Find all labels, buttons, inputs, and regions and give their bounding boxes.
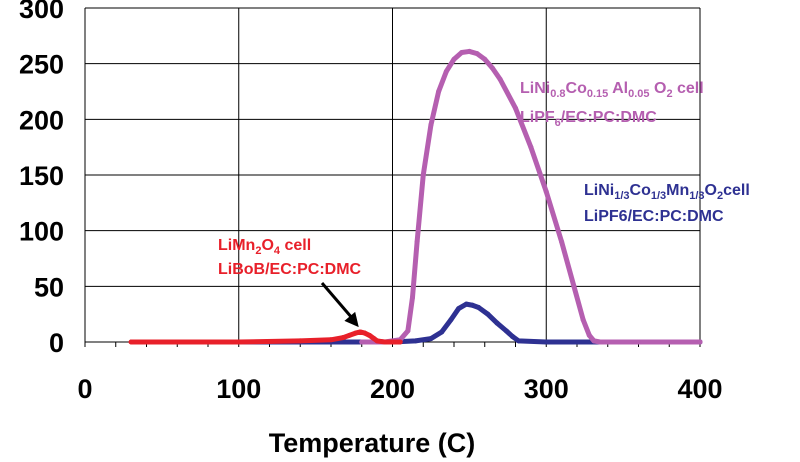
annotation-nca: LiNi0.8Co0.15 Al0.05 O2 cell LiPF6/EC:PC… bbox=[520, 80, 704, 129]
annotation-nmc-line2: LiPF6/EC:PC:DMC bbox=[584, 208, 724, 225]
x-tick-label-2: 200 bbox=[370, 374, 415, 404]
series-2-point-26 bbox=[636, 339, 641, 345]
series-1-point-8 bbox=[463, 301, 469, 307]
annotation-limn2o4: LiMn2O4 cell LiBoB/EC:PC:DMC bbox=[180, 237, 362, 328]
series-1-point-16 bbox=[543, 339, 549, 345]
annotation-nca-line2: LiPF6/EC:PC:DMC bbox=[520, 109, 657, 129]
white-patch bbox=[703, 310, 800, 358]
series-2-point-7 bbox=[428, 122, 434, 128]
y-tick-label-2: 100 bbox=[19, 217, 64, 247]
series-0-point-0 bbox=[128, 339, 134, 345]
series-2-point-0 bbox=[359, 339, 365, 345]
series-0-point-9 bbox=[362, 330, 368, 336]
series-2-point-18 bbox=[528, 144, 534, 150]
y-tick-labels: 0 50 100 150 200 250 300 bbox=[19, 0, 64, 358]
series-2-point-25 bbox=[597, 339, 603, 345]
series-2-point-13 bbox=[474, 51, 480, 57]
series-0-point-3 bbox=[297, 338, 303, 344]
series-0-point-15 bbox=[397, 339, 403, 345]
series-1-point-4 bbox=[428, 336, 434, 342]
y-tick-label-5: 250 bbox=[19, 50, 64, 80]
series-0-point-14 bbox=[390, 339, 395, 345]
series-0-point-2 bbox=[236, 339, 242, 345]
x-tick-label-0: 0 bbox=[77, 374, 92, 404]
annotation-nmc-line1: LiNi1/3Co1/3Mn1/3O2cell bbox=[584, 182, 750, 202]
annotation-nmc: LiNi1/3Co1/3Mn1/3O2cell LiPF6/EC:PC:DMC bbox=[584, 182, 750, 225]
series-1-point-13 bbox=[503, 328, 509, 334]
series-1-point-3 bbox=[413, 338, 419, 344]
x-tick-label-1: 100 bbox=[216, 374, 261, 404]
series-layer bbox=[128, 48, 703, 345]
series-2-point-20 bbox=[559, 239, 565, 245]
series-line-2 bbox=[359, 48, 703, 345]
series-1-point-15 bbox=[516, 338, 522, 344]
series-0-point-4 bbox=[328, 337, 334, 343]
series-2-point-12 bbox=[466, 48, 472, 54]
y-tick-label-6: 300 bbox=[19, 0, 64, 24]
annotation-limn2o4-line2: LiBoB/EC:PC:DMC bbox=[218, 261, 362, 278]
x-tick-label-4: 400 bbox=[677, 374, 722, 404]
series-1-point-11 bbox=[485, 311, 491, 317]
series-2-point-15 bbox=[489, 65, 495, 71]
y-tick-label-4: 200 bbox=[19, 105, 64, 135]
series-1-point-10 bbox=[476, 304, 482, 310]
series-line-1 bbox=[205, 301, 703, 345]
annotation-nca-line1: LiNi0.8Co0.15 Al0.05 O2 cell bbox=[520, 80, 704, 100]
series-2-point-3 bbox=[405, 328, 411, 334]
series-2-point-8 bbox=[436, 89, 442, 94]
series-2-point-9 bbox=[443, 68, 449, 74]
series-2-point-22 bbox=[580, 317, 586, 323]
series-1-point-5 bbox=[439, 329, 445, 335]
series-2-point-19 bbox=[543, 189, 549, 195]
series-1-point-7 bbox=[456, 306, 462, 312]
series-2-point-21 bbox=[571, 283, 577, 289]
series-0-point-7 bbox=[353, 330, 359, 336]
series-1-point-14 bbox=[509, 333, 515, 339]
series-2-point-5 bbox=[414, 239, 420, 245]
series-2-point-4 bbox=[409, 294, 415, 300]
series-2-point-16 bbox=[497, 76, 503, 82]
series-2-point-6 bbox=[420, 172, 426, 178]
series-0-point-6 bbox=[346, 332, 352, 338]
series-2-point-24 bbox=[591, 338, 597, 344]
annotation-limn2o4-line1: LiMn2O4 cell bbox=[218, 237, 311, 257]
series-0-point-1 bbox=[174, 339, 180, 345]
grid-lines bbox=[84, 7, 701, 347]
x-tick-labels: 0 100 200 300 400 bbox=[77, 374, 722, 404]
x-tick-label-3: 300 bbox=[524, 374, 569, 404]
series-0-point-10 bbox=[366, 332, 372, 338]
series-2-point-23 bbox=[586, 332, 592, 338]
y-tick-label-3: 150 bbox=[19, 161, 64, 191]
series-1-point-12 bbox=[494, 320, 500, 326]
series-0-point-12 bbox=[374, 338, 380, 344]
annotation-white-box bbox=[180, 240, 202, 270]
annotation-arrow bbox=[320, 282, 356, 323]
x-axis-label: Temperature (C) bbox=[269, 428, 476, 458]
y-tick-label-1: 50 bbox=[34, 272, 64, 302]
series-2-point-11 bbox=[459, 50, 465, 56]
series-0-point-5 bbox=[340, 335, 346, 341]
y-tick-label-0: 0 bbox=[49, 328, 64, 358]
series-1-point-9 bbox=[469, 302, 475, 308]
series-0-point-8 bbox=[357, 329, 363, 335]
series-2-point-17 bbox=[513, 105, 518, 111]
series-2-point-14 bbox=[482, 56, 488, 62]
series-2-point-27 bbox=[697, 339, 703, 345]
series-2-point-10 bbox=[451, 56, 457, 62]
series-0-point-13 bbox=[382, 339, 388, 345]
annotation-arrowhead bbox=[344, 311, 359, 328]
series-1-point-6 bbox=[448, 317, 454, 323]
